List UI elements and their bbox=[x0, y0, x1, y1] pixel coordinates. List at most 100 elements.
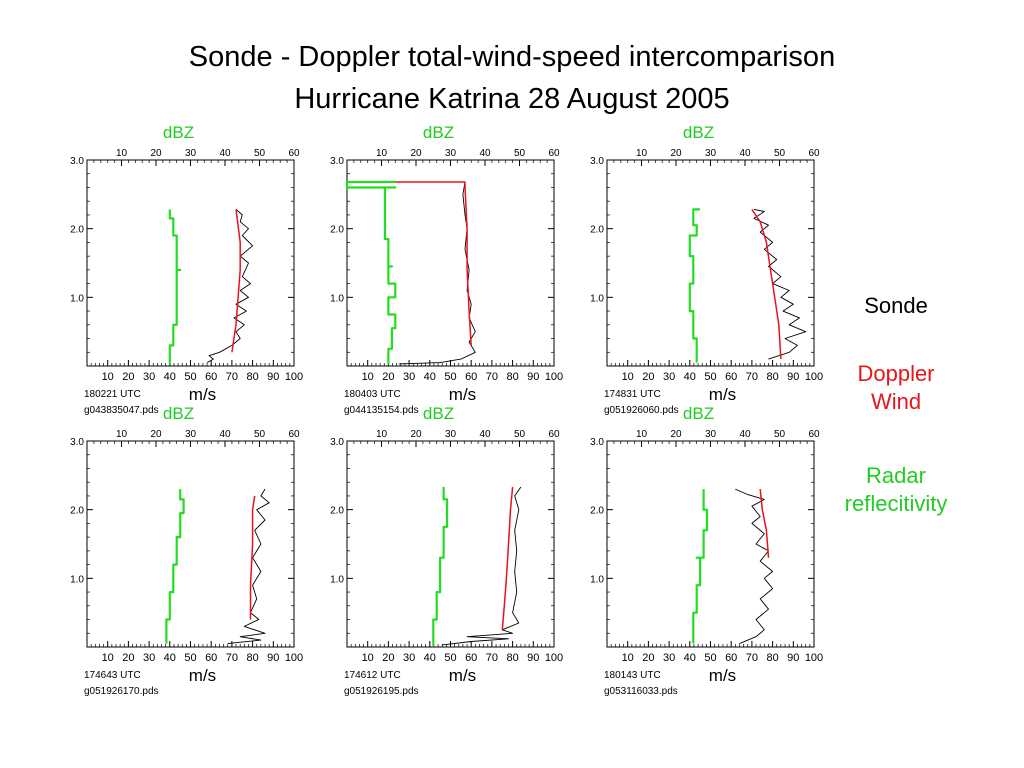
doppler-series-line bbox=[501, 486, 514, 630]
top-tick-label: 10 bbox=[116, 148, 128, 159]
y-tick-label: 1.0 bbox=[330, 574, 344, 585]
y-tick-label: 2.0 bbox=[70, 225, 84, 236]
bottom-tick-label: 60 bbox=[465, 371, 477, 383]
y-tick-label: 2.0 bbox=[70, 506, 84, 517]
y-tick-label: 1.0 bbox=[590, 574, 604, 585]
y-tick-label: 3.0 bbox=[70, 437, 84, 448]
bottom-axis-label: m/s bbox=[709, 385, 736, 404]
bottom-tick-label: 20 bbox=[382, 652, 394, 664]
y-tick-label: 3.0 bbox=[330, 156, 344, 167]
file-label: g053116033.pds bbox=[604, 686, 678, 697]
top-tick-label: 60 bbox=[288, 148, 300, 159]
bottom-tick-label: 50 bbox=[444, 652, 456, 664]
bottom-tick-label: 100 bbox=[285, 652, 303, 664]
bottom-tick-label: 70 bbox=[226, 371, 238, 383]
time-label: 180143 UTC bbox=[604, 670, 661, 681]
top-axis-label: dBZ bbox=[163, 123, 194, 142]
sonde-series-line bbox=[206, 209, 254, 363]
bottom-tick-label: 10 bbox=[622, 652, 634, 664]
legend-radar: Radar reflecitivity bbox=[816, 462, 976, 518]
file-label: g051926060.pds bbox=[604, 405, 679, 416]
bottom-tick-label: 60 bbox=[205, 371, 217, 383]
bottom-tick-label: 60 bbox=[205, 652, 217, 664]
top-tick-label: 30 bbox=[445, 429, 457, 440]
bottom-tick-label: 30 bbox=[663, 652, 675, 664]
bottom-tick-label: 20 bbox=[122, 371, 134, 383]
top-tick-label: 20 bbox=[670, 148, 682, 159]
bottom-axis-label: m/s bbox=[449, 385, 476, 404]
doppler-series-line bbox=[388, 181, 472, 346]
top-tick-label: 10 bbox=[636, 148, 648, 159]
legend-sonde-label: Sonde bbox=[864, 293, 928, 318]
y-tick-label: 1.0 bbox=[590, 293, 604, 304]
bottom-tick-label: 100 bbox=[805, 371, 823, 383]
top-tick-label: 20 bbox=[150, 429, 162, 440]
file-label: g044135154.pds bbox=[344, 405, 419, 416]
bottom-tick-label: 70 bbox=[226, 652, 238, 664]
bottom-tick-label: 40 bbox=[684, 652, 696, 664]
bottom-tick-label: 80 bbox=[766, 652, 778, 664]
top-tick-label: 40 bbox=[219, 429, 231, 440]
top-tick-label: 40 bbox=[219, 148, 231, 159]
y-tick-label: 3.0 bbox=[70, 156, 84, 167]
y-tick-label: 2.0 bbox=[590, 506, 604, 517]
bottom-tick-label: 100 bbox=[805, 652, 823, 664]
radar-series-line bbox=[345, 180, 397, 365]
bottom-tick-label: 40 bbox=[164, 652, 176, 664]
bottom-tick-label: 50 bbox=[184, 652, 196, 664]
file-label: g051926170.pds bbox=[84, 686, 159, 697]
bottom-tick-label: 90 bbox=[787, 652, 799, 664]
legend-doppler-line2: Wind bbox=[870, 389, 922, 414]
panel-2: dBZ 10 20 30 40 50 60 10 20 30 40 50 60 70 80 90 100 m/s 1… bbox=[330, 123, 563, 416]
bottom-axis-label: m/s bbox=[449, 666, 476, 685]
top-tick-label: 40 bbox=[479, 148, 491, 159]
bottom-tick-label: 50 bbox=[704, 652, 716, 664]
bottom-tick-label: 70 bbox=[486, 652, 498, 664]
top-axis-label: dBZ bbox=[683, 123, 714, 142]
top-tick-label: 30 bbox=[445, 148, 457, 159]
bottom-tick-label: 40 bbox=[164, 371, 176, 383]
top-tick-label: 40 bbox=[739, 429, 751, 440]
bottom-axis-label: m/s bbox=[189, 385, 216, 404]
file-label: g051926195.pds bbox=[344, 686, 419, 697]
bottom-tick-label: 40 bbox=[424, 371, 436, 383]
bottom-tick-label: 10 bbox=[362, 652, 374, 664]
top-tick-label: 60 bbox=[288, 429, 300, 440]
legend-radar-line2: reflecitivity bbox=[844, 491, 948, 516]
sonde-series-line bbox=[227, 488, 270, 645]
radar-series-line bbox=[432, 487, 449, 646]
bottom-tick-label: 70 bbox=[746, 652, 758, 664]
bottom-tick-label: 10 bbox=[102, 652, 114, 664]
panel-6: dBZ 10 20 30 40 50 60 10 20 30 40 50 60 70 80 90 100 m/s 1… bbox=[590, 404, 823, 697]
legend-sonde: Sonde bbox=[816, 292, 976, 320]
sonde-series-line bbox=[442, 486, 522, 646]
radar-series-line bbox=[168, 209, 182, 365]
bottom-axis-label: m/s bbox=[709, 666, 736, 685]
file-label: g043835047.pds bbox=[84, 405, 159, 416]
top-tick-label: 50 bbox=[774, 429, 786, 440]
bottom-tick-label: 100 bbox=[545, 371, 563, 383]
bottom-tick-label: 80 bbox=[506, 652, 518, 664]
top-tick-label: 50 bbox=[774, 148, 786, 159]
sonde-series-line bbox=[398, 181, 476, 365]
time-label: 174612 UTC bbox=[344, 670, 401, 681]
y-tick-label: 2.0 bbox=[330, 506, 344, 517]
radar-series-line bbox=[688, 208, 701, 363]
top-tick-label: 50 bbox=[514, 148, 526, 159]
bottom-tick-label: 20 bbox=[642, 652, 654, 664]
top-tick-label: 30 bbox=[185, 148, 197, 159]
y-tick-label: 1.0 bbox=[70, 293, 84, 304]
top-tick-label: 50 bbox=[254, 429, 266, 440]
panel-1: dBZ 10 20 30 40 50 60 10 20 30 40 50 60 70 80 90 100 m/s 1… bbox=[70, 123, 303, 416]
legend-doppler-line1: Doppler bbox=[857, 361, 935, 386]
bottom-tick-label: 60 bbox=[725, 371, 737, 383]
top-axis-label: dBZ bbox=[423, 404, 454, 423]
bottom-axis-label: m/s bbox=[189, 666, 216, 685]
bottom-tick-label: 20 bbox=[382, 371, 394, 383]
bottom-tick-label: 20 bbox=[642, 371, 654, 383]
top-tick-label: 10 bbox=[636, 429, 648, 440]
panel-3: dBZ 10 20 30 40 50 60 10 20 30 40 50 60 70 80 90 100 m/s 1… bbox=[590, 123, 823, 416]
top-tick-label: 20 bbox=[410, 148, 422, 159]
bottom-tick-label: 80 bbox=[246, 652, 258, 664]
panel-4: dBZ 10 20 30 40 50 60 10 20 30 40 50 60 70 80 90 100 m/s 1… bbox=[70, 404, 303, 697]
